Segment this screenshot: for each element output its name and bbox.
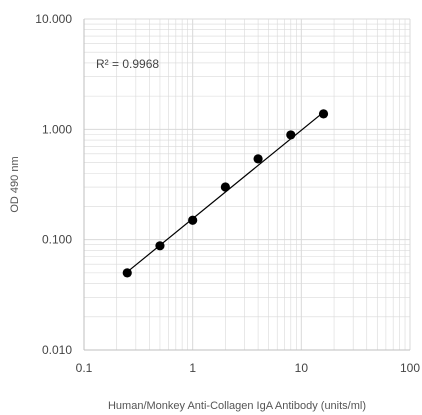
y-tick-label: 1.000 [42,122,72,136]
y-tick-label: 0.100 [42,233,72,247]
x-axis-label: Human/Monkey Anti-Collagen IgA Antibody … [108,400,366,412]
data-point [122,268,132,278]
grid [83,18,411,351]
data-point [220,182,230,192]
y-tick-labels: 0.010 0.100 1.000 10.000 [35,12,72,357]
y-axis-label: OD 490 nm [9,156,21,212]
x-tick-label: 1 [189,361,196,375]
r-squared-annotation: R² = 0.9968 [96,57,159,71]
data-point [286,130,296,140]
y-tick-label: 10.000 [35,12,72,26]
x-tick-labels: 0.1 1 10 100 [76,361,421,375]
y-tick-label: 0.010 [42,343,72,357]
data-point [318,109,329,119]
data-point [188,215,198,225]
x-tick-label: 100 [400,361,420,375]
data-point [253,154,263,164]
x-tick-label: 0.1 [76,361,93,375]
data-points [122,109,329,278]
data-point [155,241,165,251]
axes [83,19,410,351]
x-tick-label: 10 [295,361,309,375]
